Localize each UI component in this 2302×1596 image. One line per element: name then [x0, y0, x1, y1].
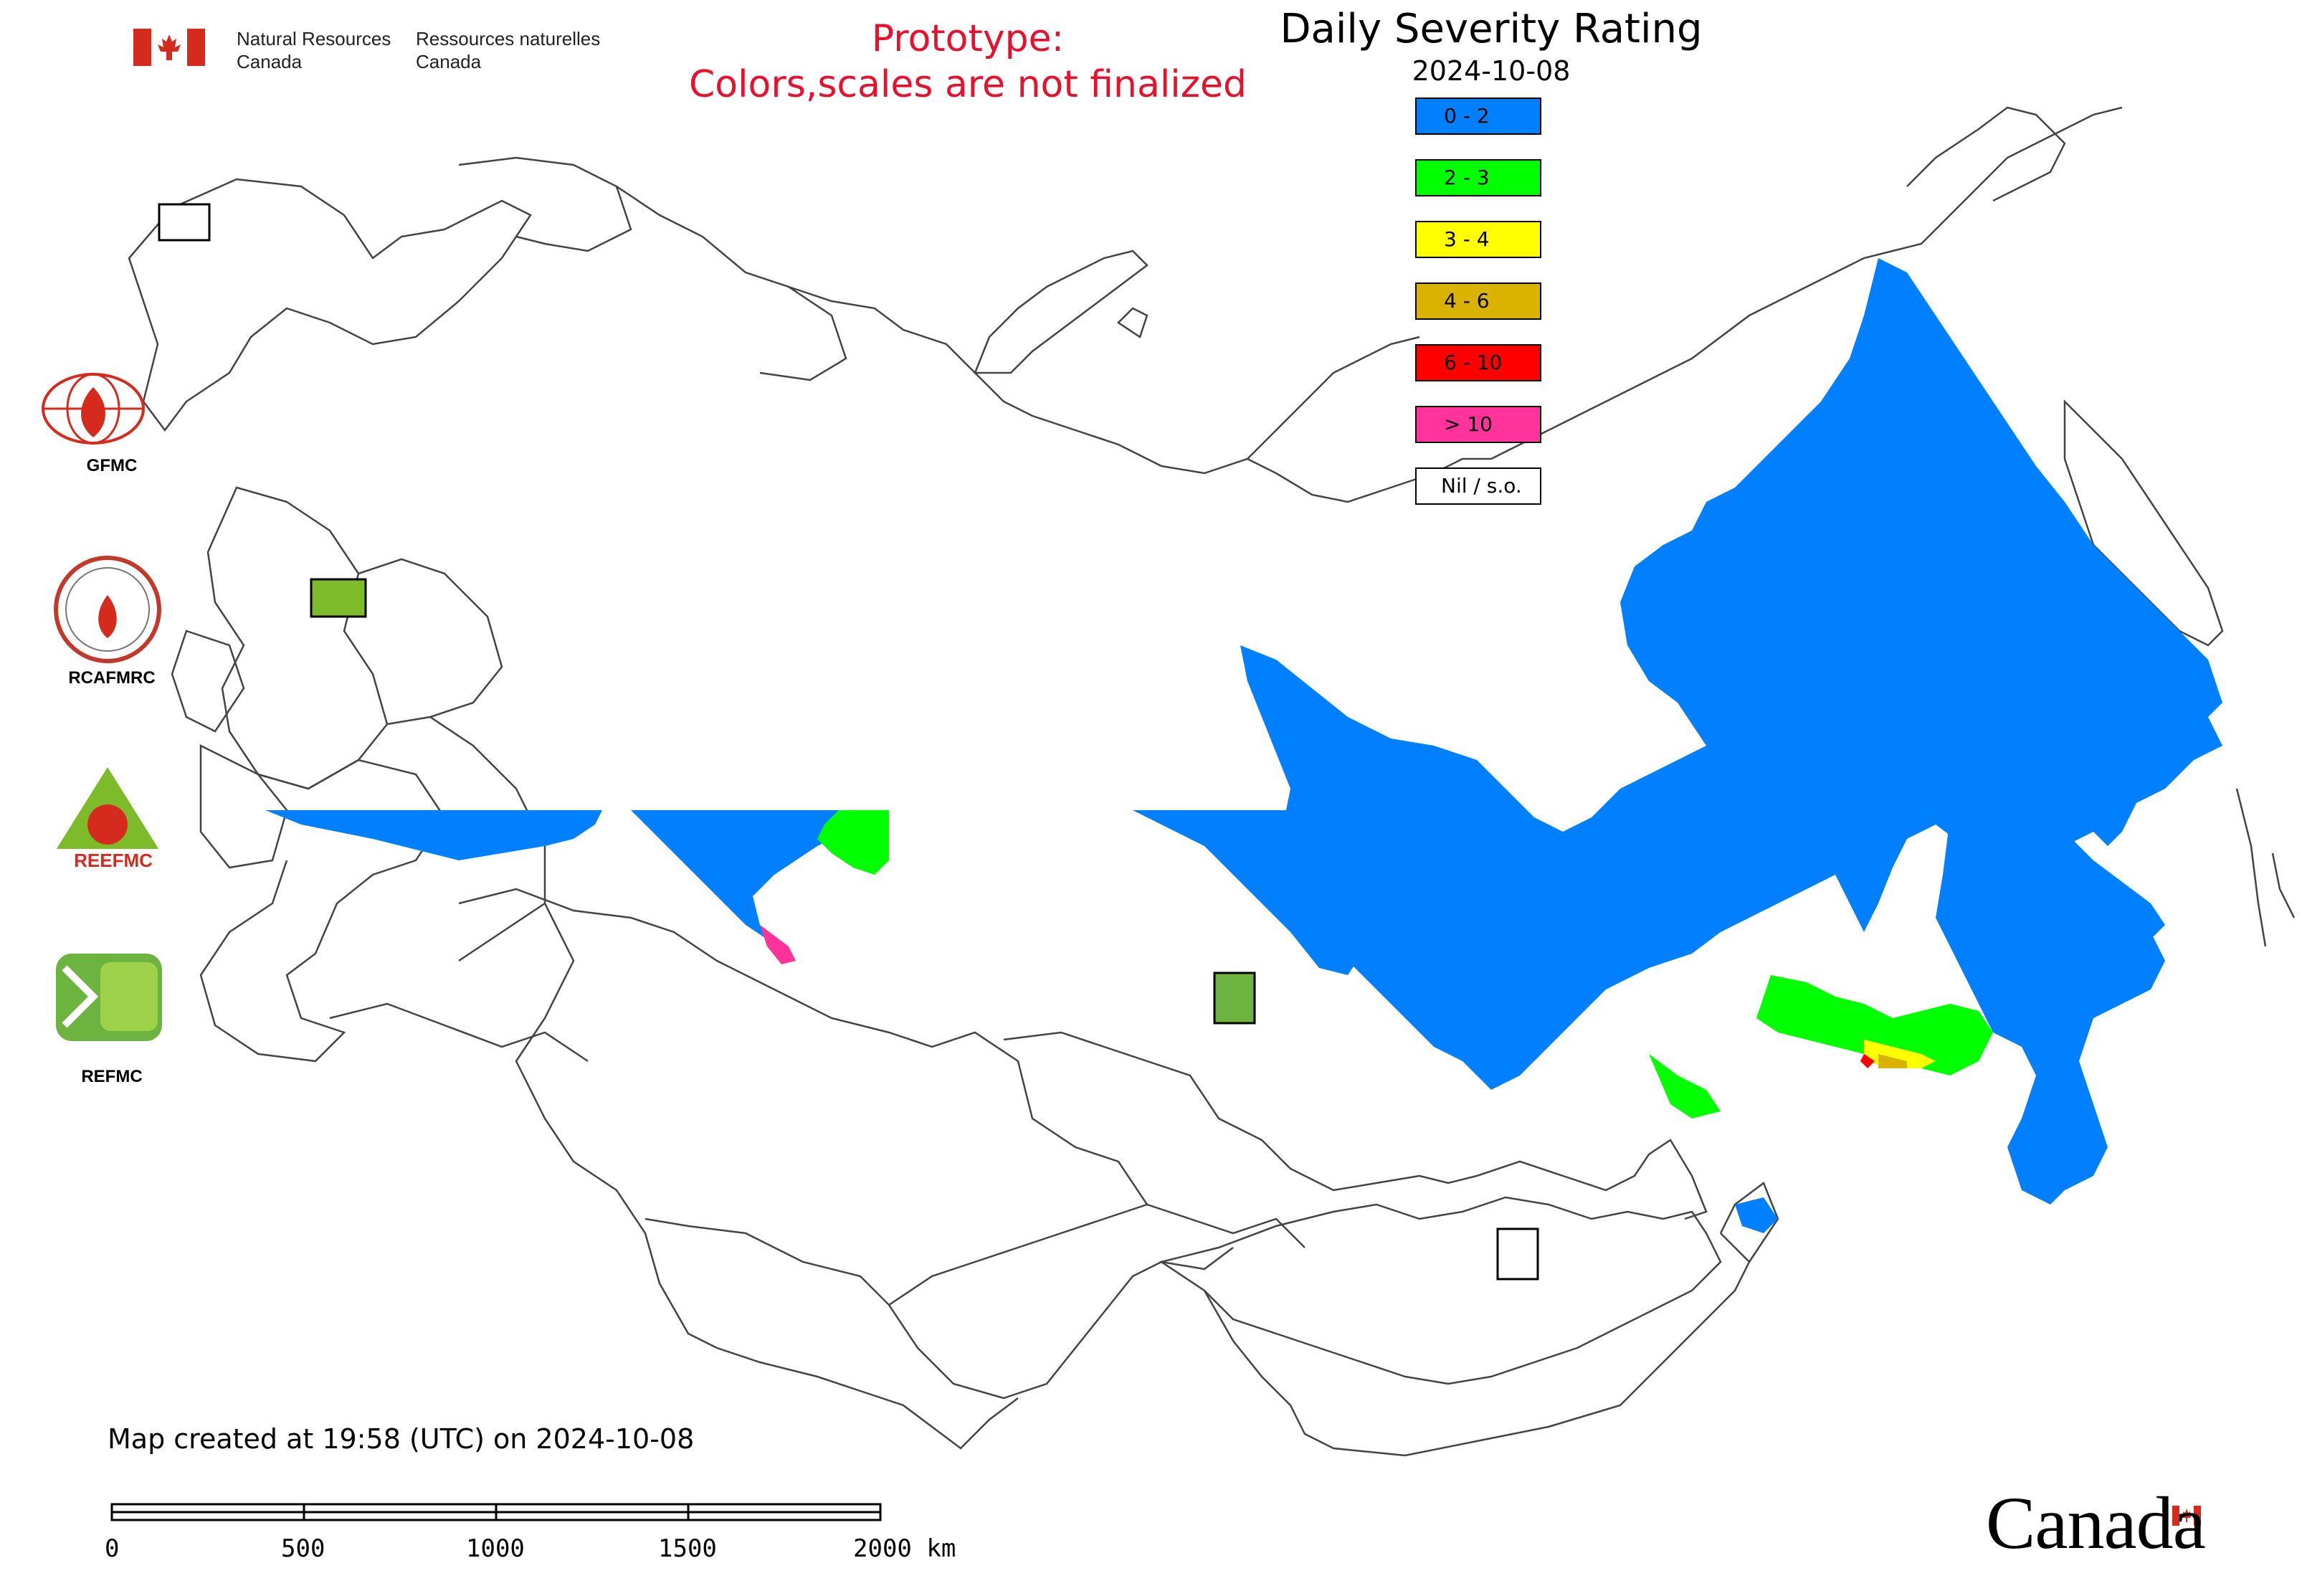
scale-label-0: 0 [105, 1534, 120, 1563]
legend-label: > 10 [1444, 412, 1493, 436]
legend-label: 6 - 10 [1444, 351, 1503, 374]
prototype-notice: Prototype: Colors,scales are not finaliz… [645, 16, 1290, 108]
legend-item-3-4: 3 - 4 [1415, 221, 1541, 258]
prototype-line2: Colors,scales are not finalized [688, 63, 1247, 106]
legend-item-2-3: 2 - 3 [1415, 159, 1541, 196]
reefmc-logo-icon [49, 767, 166, 869]
scale-label-1000: 1000 [466, 1534, 525, 1563]
refmc-label: REFMC [81, 1067, 143, 1086]
map-title: Daily Severity Rating [1280, 6, 1703, 52]
severity-zone-0-2-sakhalin [2007, 803, 2165, 939]
severity-zone-0-2-japan-tip [1735, 1197, 1778, 1233]
prototype-line1: Prototype: [871, 17, 1065, 60]
refmc-logo-icon [56, 954, 162, 1041]
severity-zone-0-2-east [1240, 258, 2222, 1090]
legend-item-gt-10: > 10 [1415, 406, 1541, 443]
department-en-line1: Natural Resources [237, 28, 391, 49]
department-name-en: Natural Resources Canada [237, 27, 391, 73]
department-fr-line1: Ressources naturelles [416, 28, 601, 49]
legend-label: Nil / s.o. [1441, 474, 1522, 498]
scale-label-2000: 2000 km [853, 1534, 956, 1563]
legend-item-nil: Nil / s.o. [1415, 467, 1541, 505]
severity-zone-4-6 [1878, 1054, 1907, 1068]
severity-zone-2-3-south [1649, 1054, 1721, 1118]
gfmc-label: GFMC [86, 456, 138, 475]
severity-zone-6-10 [1860, 1054, 1875, 1068]
gfmc-logo-icon [42, 373, 145, 445]
country-borders [128, 106, 2296, 1457]
canada-wordmark-flag-icon [2172, 1506, 2201, 1526]
rcafmrc-logo-icon [54, 556, 161, 663]
severity-zone-2-3 [1756, 975, 1993, 1075]
severity-zone-2-3-west [817, 810, 889, 875]
canada-flag-icon [133, 29, 205, 66]
legend-item-4-6: 4 - 6 [1415, 282, 1541, 320]
canada-wordmark: Canada [1986, 1482, 2206, 1564]
reefmc-logo-text: REEFMC [74, 850, 153, 871]
severity-zone-0-2-southeast [1936, 803, 2165, 1205]
map-date: 2024-10-08 [1412, 55, 1571, 87]
legend-label: 0 - 2 [1444, 104, 1490, 128]
severity-zone-0-2-west [265, 810, 602, 860]
department-name-fr: Ressources naturelles Canada [416, 27, 600, 73]
rcafmrc-label: RCAFMRC [68, 668, 156, 688]
rcafmrc-marker-icon [1496, 1227, 1539, 1281]
gfmc-marker-icon [158, 203, 211, 242]
severity-zone-0-2-middle [1133, 810, 1362, 975]
scale-bar [110, 1503, 882, 1521]
severity-zone-0-2-kamchatka [1972, 402, 2222, 717]
map-created-timestamp: Map created at 19:58 (UTC) on 2024-10-08 [108, 1423, 695, 1455]
scale-label-1500: 1500 [658, 1534, 717, 1563]
department-fr-line2: Canada [416, 51, 482, 72]
legend-label: 3 - 4 [1444, 227, 1490, 251]
legend-label: 2 - 3 [1444, 166, 1490, 189]
scale-label-500: 500 [281, 1534, 325, 1563]
severity-fill [265, 258, 2222, 1233]
severity-zone-gt-10 [760, 925, 796, 964]
department-en-line2: Canada [237, 51, 303, 72]
reefmc-marker-icon [310, 578, 367, 618]
legend-item-0-2: 0 - 2 [1415, 98, 1541, 135]
legend-label: 4 - 6 [1444, 289, 1490, 313]
refmc-marker-icon [1213, 972, 1256, 1025]
legend-item-6-10: 6 - 10 [1415, 344, 1541, 381]
